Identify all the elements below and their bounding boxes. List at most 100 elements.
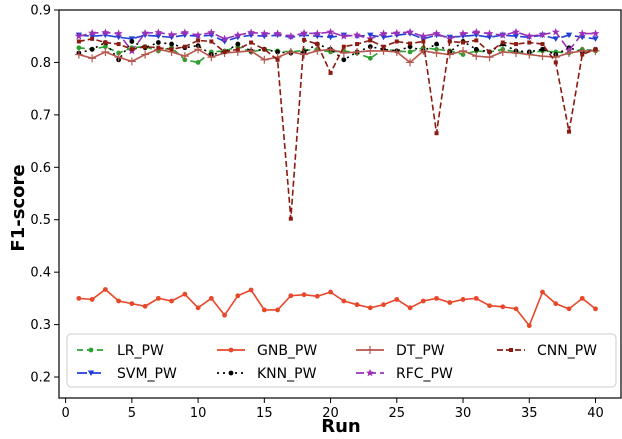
y-tick-label: 0.6 — [30, 161, 51, 176]
gnb-pw-point — [579, 295, 585, 301]
cnn-pw-point — [156, 45, 161, 50]
rfc-pw-point — [432, 29, 441, 37]
cnn-pw-point — [553, 60, 558, 65]
cnn-pw-point — [527, 40, 532, 45]
y-tick-label: 0.3 — [30, 318, 51, 333]
lr-pw-point — [367, 55, 373, 61]
rfc-pw-point — [88, 28, 97, 37]
gnb-pw-point — [460, 297, 466, 302]
gnb-pw-point — [540, 289, 545, 295]
legend-label: GNB_PW — [257, 343, 317, 359]
dt-pw-point — [101, 47, 110, 56]
legend-label: CNN_PW — [537, 343, 597, 359]
gnb-pw-point — [102, 287, 108, 292]
series-layer — [74, 27, 600, 329]
cnn-pw-point — [394, 39, 399, 44]
legend-label: KNN_PW — [257, 366, 317, 382]
knn-pw-point — [434, 41, 439, 47]
gnb-pw-point — [487, 303, 492, 309]
x-axis-ticks: 0 5 10 15 20 25 30 35 40 — [61, 398, 604, 421]
legend-gnb-pw-point — [228, 347, 234, 353]
dt-pw-point — [472, 52, 481, 61]
gnb-pw-point — [89, 297, 95, 302]
lr-pw-point — [76, 45, 82, 51]
legend-label: SVM_PW — [117, 366, 177, 382]
dt-pw-point — [313, 46, 322, 55]
dt-pw-point — [419, 46, 428, 55]
rfc-pw-point — [141, 28, 150, 37]
rfc-pw-point — [286, 32, 295, 40]
gnb-pw-point — [553, 301, 559, 307]
dt-pw-point — [180, 52, 189, 61]
x-tick-label: 5 — [128, 406, 136, 421]
rfc-pw-point — [233, 30, 242, 39]
cnn-pw-point — [421, 39, 426, 44]
cnn-pw-point — [90, 36, 95, 41]
gnb-pw-point — [248, 287, 254, 293]
legend-label: RFC_PW — [396, 366, 453, 382]
cnn-pw-point — [235, 47, 240, 52]
legend-lr-pw-point — [88, 347, 94, 353]
plot-border — [58, 9, 622, 399]
cnn-pw-point — [288, 216, 293, 221]
gnb-pw-point — [261, 307, 267, 313]
rfc-pw-point — [220, 34, 229, 43]
legend-dt-pw-point — [366, 346, 374, 354]
lr-pw-point — [116, 50, 122, 56]
x-tick-label: 40 — [587, 406, 604, 421]
dt-pw-point — [326, 45, 335, 54]
dt-pw-point — [406, 58, 415, 67]
gnb-pw-point — [367, 305, 373, 311]
cnn-pw-point — [341, 44, 346, 49]
rfc-pw-point — [101, 28, 110, 36]
dt-pw-point — [88, 54, 97, 63]
legend: LR_PW GNB_PW DT_PW CNN_PW SVM_PW KNN_PW RFC_PW — [66, 333, 617, 388]
legend-item-gnb-pw: GNB_PW — [217, 343, 317, 359]
rfc-pw-point — [538, 30, 547, 39]
gnb-pw-point — [526, 323, 532, 329]
cnn-pw-point — [593, 47, 598, 52]
cnn-pw-point — [368, 38, 373, 43]
x-axis-title: Run — [321, 416, 361, 437]
y-tick-label: 0.2 — [30, 371, 51, 386]
rfc-pw-point — [326, 27, 335, 36]
rfc-pw-point — [392, 28, 401, 37]
dt-pw-point — [498, 47, 507, 56]
series-dt-pw — [74, 45, 600, 67]
cnn-pw-point — [580, 52, 585, 57]
dt-pw-point — [485, 53, 494, 62]
x-tick-label: 30 — [455, 406, 472, 421]
rfc-pw-point — [498, 30, 507, 39]
dt-pw-line — [78, 48, 596, 64]
dt-pw-point — [260, 55, 269, 64]
svm-pw-point — [552, 36, 559, 42]
cnn-pw-point — [116, 42, 121, 47]
gnb-pw-point — [500, 304, 506, 310]
legend-item-lr-pw: LR_PW — [77, 343, 164, 359]
legend-label: DT_PW — [396, 343, 445, 359]
rfc-pw-point — [74, 32, 83, 40]
dt-pw-point — [353, 47, 362, 56]
rfc-pw-point — [445, 34, 454, 43]
gnb-pw-point — [434, 295, 439, 301]
cnn-pw-point — [76, 39, 81, 44]
y-tick-label: 0.9 — [30, 4, 51, 19]
rfc-pw-point — [406, 27, 415, 36]
rfc-pw-point — [353, 30, 362, 39]
cnn-pw-point — [182, 44, 187, 49]
gnb-pw-point — [473, 295, 479, 301]
cnn-pw-point — [381, 44, 386, 49]
cnn-pw-point — [222, 49, 227, 54]
cnn-pw-point — [275, 57, 280, 62]
svm-pw-point — [592, 36, 599, 42]
dt-pw-point — [538, 52, 547, 61]
cnn-pw-point — [143, 44, 148, 49]
rfc-pw-point — [379, 29, 388, 37]
gnb-pw-point — [142, 303, 148, 309]
rfc-pw-point — [154, 28, 163, 36]
rfc-pw-point — [247, 28, 256, 36]
rfc-pw-point — [313, 29, 322, 37]
knn-pw-point — [367, 44, 373, 50]
knn-pw-point — [155, 40, 161, 45]
gnb-pw-point — [76, 295, 82, 301]
